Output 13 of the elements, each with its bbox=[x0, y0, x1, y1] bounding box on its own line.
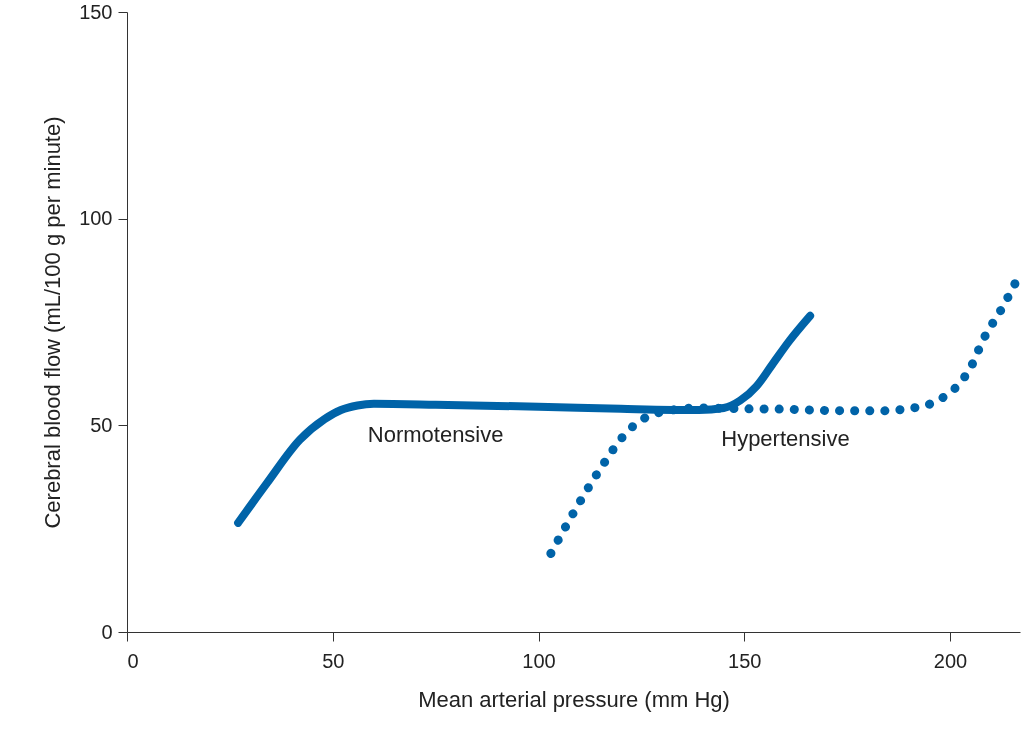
x-tick-label: 50 bbox=[322, 649, 345, 672]
x-tick-label: 100 bbox=[522, 649, 556, 672]
series-label: Hypertensive bbox=[721, 426, 850, 452]
y-tick-label: 150 bbox=[79, 0, 113, 23]
x-tick-label: 0 bbox=[127, 649, 139, 672]
x-tick-label: 200 bbox=[933, 649, 968, 672]
series-label: Normotensive bbox=[367, 421, 504, 447]
y-tick-label: 0 bbox=[101, 620, 113, 643]
y-tick-label: 100 bbox=[79, 207, 113, 230]
x-tick-label: 150 bbox=[728, 649, 762, 672]
x-axis-title: Mean arterial pressure (mm Hg) bbox=[418, 686, 730, 712]
y-axis-title: Cerebral blood flow (mL/100 g per minute) bbox=[40, 116, 66, 529]
y-tick-label: 50 bbox=[90, 413, 113, 436]
